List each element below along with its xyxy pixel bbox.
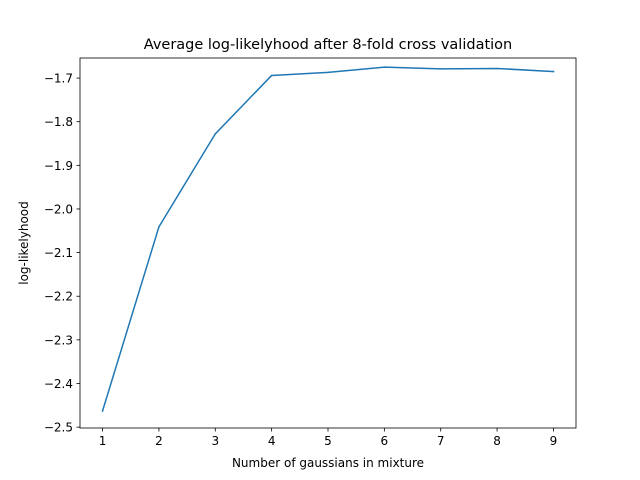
y-tick-label: −1.9	[44, 159, 73, 173]
data-point	[270, 74, 273, 77]
x-tick-label: 2	[155, 434, 163, 448]
y-axis-ticks: −1.7 −1.8 −1.9 −2.0 −2.1 −2.2 −2.3 −2.4 −2.5	[44, 72, 80, 435]
data-point	[327, 71, 329, 74]
y-tick-label: −2.3	[44, 333, 73, 347]
x-axis-ticks: 1 2 3 4 5 6 7 8 9	[99, 428, 558, 448]
x-tick-label: 7	[437, 434, 445, 448]
x-tick-label: 1	[99, 434, 107, 448]
data-point	[552, 70, 555, 73]
y-axis-label: log-likelyhood	[17, 201, 31, 285]
x-tick-label: 5	[324, 434, 332, 448]
series-group	[101, 66, 555, 412]
data-point	[101, 410, 104, 412]
chart-title: Average log-likelyhood after 8-fold cros…	[144, 37, 512, 53]
plot-frame	[79, 57, 577, 429]
y-tick-label: −2.2	[44, 290, 73, 304]
x-tick-label: 9	[550, 434, 558, 448]
data-point	[214, 133, 217, 135]
data-point	[383, 66, 386, 68]
x-tick-label: 3	[211, 434, 219, 448]
y-tick-label: −1.8	[44, 115, 73, 129]
plot-area	[80, 58, 576, 428]
x-tick-label: 6	[381, 434, 389, 448]
x-tick-label: 4	[268, 434, 276, 448]
y-tick-label: −2.1	[44, 246, 73, 260]
data-point	[439, 68, 442, 70]
x-axis-label: Number of gaussians in mixture	[232, 456, 424, 470]
y-tick-label: −1.7	[44, 72, 73, 86]
x-tick-label: 8	[493, 434, 501, 448]
y-tick-label: −2.5	[44, 421, 73, 435]
y-tick-label: −2.4	[44, 377, 73, 391]
data-point	[496, 67, 498, 70]
y-tick-label: −2.0	[44, 202, 73, 216]
data-point	[158, 226, 160, 228]
